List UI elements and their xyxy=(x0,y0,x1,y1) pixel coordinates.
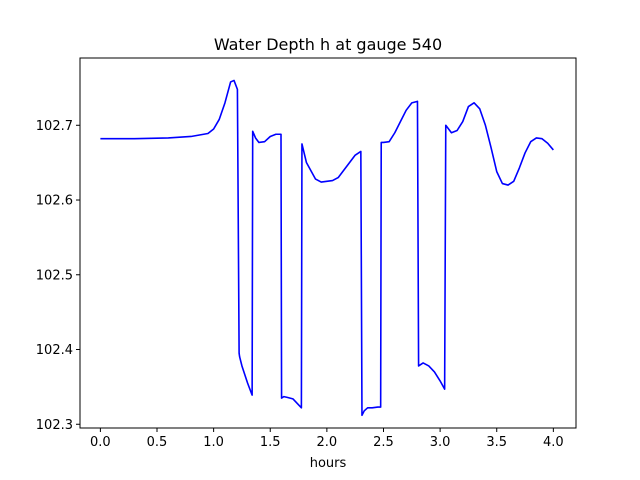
series-line-0 xyxy=(100,79,554,417)
x-axis-title: hours xyxy=(310,456,347,471)
x-tick-label: 0.0 xyxy=(90,435,111,450)
chart-title: Water Depth h at gauge 540 xyxy=(214,35,442,54)
y-tick-label: 102.4 xyxy=(36,343,73,358)
x-tick-label: 3.0 xyxy=(430,435,451,450)
x-tick-label: 2.0 xyxy=(317,435,338,450)
y-tick-label: 102.3 xyxy=(36,418,73,433)
x-tick-label: 2.5 xyxy=(373,435,394,450)
y-tick-label: 102.7 xyxy=(36,119,73,134)
series-layer xyxy=(100,79,554,417)
x-tick-label: 0.5 xyxy=(147,435,168,450)
y-tick-label: 102.5 xyxy=(36,268,73,283)
y-axis: 102.3 102.4 102.5 102.6 102.7 xyxy=(36,119,80,433)
plot-background xyxy=(80,58,576,428)
x-tick-label: 1.0 xyxy=(203,435,224,450)
y-tick-label: 102.6 xyxy=(36,194,73,209)
x-tick-label: 4.0 xyxy=(543,435,564,450)
x-tick-label: 1.5 xyxy=(260,435,281,450)
plot-frame xyxy=(79,57,577,429)
x-tick-label: 3.5 xyxy=(486,435,507,450)
x-axis: 0.0 0.5 1.0 1.5 2.0 2.5 3.0 3.5 4.0 xyxy=(90,428,564,450)
